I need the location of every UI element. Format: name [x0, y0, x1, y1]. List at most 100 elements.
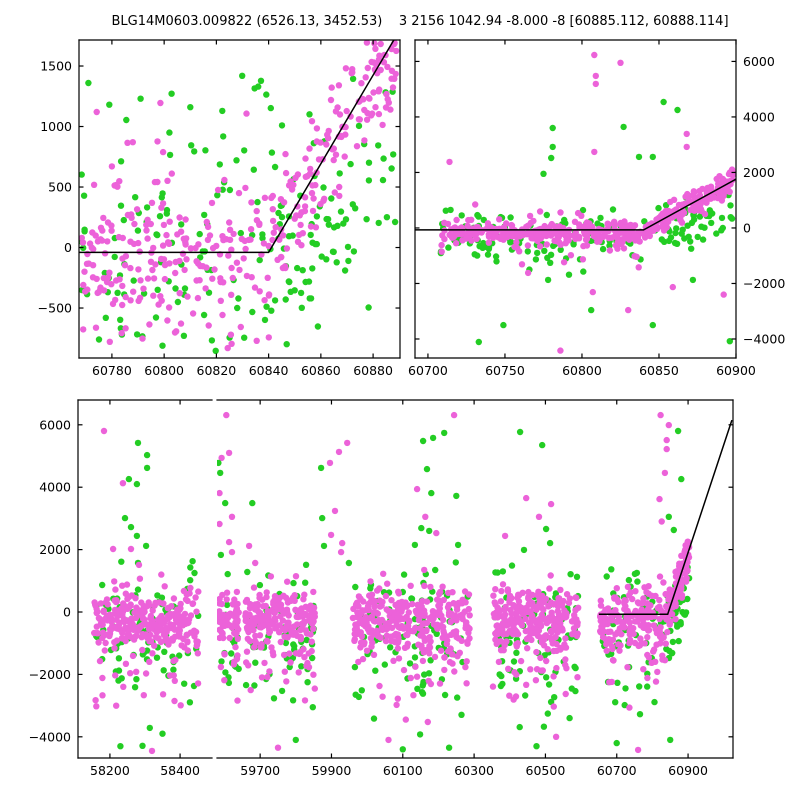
magenta-data-point: [124, 139, 131, 146]
magenta-data-point: [368, 643, 375, 650]
magenta-data-point: [250, 584, 258, 591]
y-tick-label: 1500: [40, 59, 72, 74]
magenta-data-point: [139, 335, 146, 342]
magenta-data-point: [359, 617, 367, 624]
magenta-data-point: [300, 596, 307, 603]
magenta-data-point: [678, 201, 686, 208]
magenta-outlier-point: [326, 459, 334, 467]
magenta-data-point: [154, 138, 161, 145]
magenta-data-point: [496, 225, 503, 232]
magenta-data-point: [441, 666, 448, 674]
magenta-data-point: [228, 291, 235, 298]
magenta-data-point: [463, 658, 470, 665]
green-outlier-point: [649, 153, 656, 161]
magenta-data-point: [431, 653, 439, 661]
magenta-data-point: [310, 604, 318, 611]
magenta-outlier-point: [225, 538, 233, 546]
green-data-point: [218, 658, 225, 665]
magenta-data-point: [652, 592, 659, 600]
magenta-data-point: [334, 104, 341, 111]
green-data-point: [421, 671, 428, 678]
magenta-data-point: [156, 622, 164, 630]
magenta-data-point: [602, 606, 609, 613]
magenta-data-point: [244, 635, 251, 642]
magenta-data-point: [465, 605, 472, 613]
magenta-data-point: [650, 648, 657, 655]
magenta-data-point: [234, 697, 241, 704]
magenta-data-point: [370, 617, 377, 625]
green-outlier-point: [546, 539, 554, 547]
magenta-data-point: [218, 628, 225, 635]
magenta-data-point: [177, 702, 184, 709]
magenta-data-point: [261, 659, 268, 667]
green-data-point: [134, 227, 142, 234]
magenta-data-point: [268, 644, 275, 651]
magenta-data-point: [355, 658, 362, 666]
green-data-point: [708, 219, 715, 227]
green-data-point: [286, 278, 293, 286]
magenta-data-point: [300, 619, 308, 627]
green-data-point: [226, 186, 234, 194]
model-line: [598, 419, 733, 615]
magenta-data-point: [379, 121, 386, 129]
magenta-data-point: [149, 607, 156, 614]
magenta-data-point: [280, 199, 288, 206]
magenta-data-point: [661, 657, 669, 664]
magenta-data-point: [259, 622, 267, 629]
magenta-data-point: [462, 624, 469, 632]
magenta-data-point: [526, 626, 533, 634]
magenta-data-point: [336, 192, 343, 200]
panel-top-right: 60700 60750 60800 60850 60900 −4000 −2000 0 2000…: [408, 39, 785, 378]
magenta-data-point: [232, 643, 239, 651]
magenta-data-point: [575, 233, 583, 240]
magenta-data-point: [504, 233, 511, 241]
magenta-data-point: [570, 232, 577, 239]
magenta-data-point: [256, 632, 264, 639]
magenta-data-point: [547, 572, 554, 579]
magenta-data-point: [177, 605, 184, 612]
magenta-data-point: [353, 626, 361, 634]
magenta-data-point: [143, 602, 151, 610]
magenta-data-point: [228, 246, 235, 253]
green-outlier-point: [127, 523, 135, 531]
magenta-outlier-point: [228, 513, 236, 520]
green-data-point: [341, 267, 349, 274]
magenta-data-point: [93, 108, 100, 116]
magenta-data-point: [152, 599, 159, 606]
magenta-data-point: [127, 670, 134, 677]
green-data-point: [644, 683, 651, 690]
magenta-data-point: [120, 683, 127, 690]
magenta-data-point: [221, 176, 228, 184]
magenta-data-point: [342, 131, 349, 138]
magenta-data-point: [237, 323, 244, 331]
green-outlier-point: [317, 464, 325, 472]
panel-bottom-left: 58200 58400 −4000 −2000 0 2000 4000 6000: [29, 399, 213, 778]
magenta-data-point: [150, 275, 158, 282]
magenta-data-point: [315, 156, 323, 163]
green-data-point: [118, 558, 125, 565]
green-data-point: [235, 295, 242, 302]
magenta-data-point: [495, 658, 503, 666]
green-data-point: [219, 186, 226, 193]
magenta-data-point: [514, 230, 522, 237]
magenta-data-point: [235, 189, 243, 197]
green-data-point: [383, 214, 391, 221]
green-data-point: [621, 701, 628, 709]
green-data-point: [152, 314, 160, 321]
magenta-data-point: [541, 633, 549, 640]
magenta-data-point: [377, 40, 384, 48]
magenta-data-point: [265, 242, 272, 250]
green-data-point: [228, 650, 235, 657]
magenta-data-point: [292, 650, 300, 657]
green-outlier-point: [453, 492, 460, 500]
magenta-data-point: [563, 665, 570, 672]
magenta-data-point: [277, 253, 285, 261]
magenta-data-point: [134, 627, 141, 635]
magenta-data-point: [256, 591, 263, 599]
green-data-point: [330, 248, 337, 256]
magenta-data-point: [597, 597, 604, 604]
magenta-data-point: [123, 581, 131, 588]
magenta-outlier-point: [127, 545, 135, 553]
magenta-data-point: [603, 647, 610, 654]
green-data-point: [337, 208, 345, 215]
